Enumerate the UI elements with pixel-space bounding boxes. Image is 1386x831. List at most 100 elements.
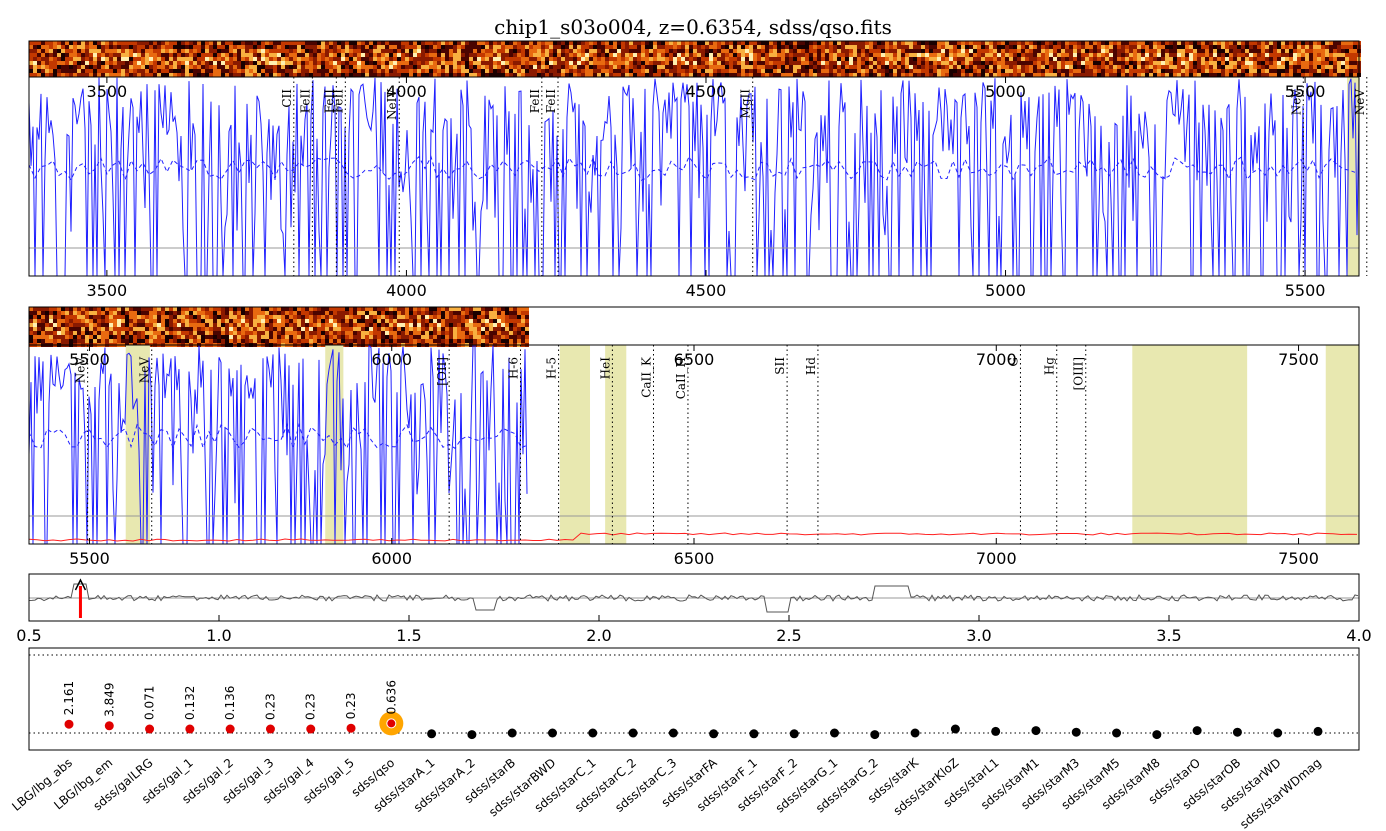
- z-tick-label: 1.0: [206, 626, 231, 645]
- plot-frame-3: [28, 573, 1360, 622]
- mask-band: [1347, 77, 1359, 276]
- template-z-label: 0.23: [263, 693, 277, 720]
- image-frame-1: [28, 40, 1360, 78]
- template-point: [225, 724, 235, 734]
- 2d-spectrum-image-1: [29, 41, 1361, 77]
- template-point: [1313, 726, 1323, 736]
- sky-trace-2: [28, 532, 1358, 542]
- tick-label-top: 4500: [686, 82, 727, 101]
- line-label-3: FeII: [331, 89, 345, 114]
- line-label-1: FeII: [298, 89, 312, 114]
- plot-frame-4: [28, 647, 1360, 751]
- template-point: [145, 724, 155, 734]
- mask-band: [605, 345, 627, 544]
- template-point: [265, 724, 275, 734]
- redshift-marker-arrow: [74, 578, 87, 591]
- line-label-5: FeII: [528, 89, 542, 114]
- template-point: [185, 724, 195, 734]
- template-point: [628, 728, 638, 738]
- template-point: [346, 723, 356, 733]
- flux-line: [28, 77, 1360, 277]
- template-point: [306, 724, 316, 734]
- axis-ticks-2: 5500 5500 6000 6000 6500 6500 7000 7000 7500 7500: [69, 345, 1319, 568]
- line-label-2: [OII]: [435, 357, 449, 386]
- line-label-4: NeIV: [385, 89, 399, 120]
- template-point: [830, 728, 840, 738]
- line-label-0: CII: [280, 89, 294, 108]
- line-label-1: NeV: [138, 357, 152, 384]
- tick-label-bottom: 4000: [386, 281, 427, 300]
- tick-label-bottom: 5000: [985, 281, 1026, 300]
- template-z-label: 0.132: [183, 686, 197, 720]
- tick-label-top: 6500: [674, 350, 715, 369]
- error-line: [28, 422, 528, 450]
- line-markers-2: NeV NeV [OII] H-6 H-5 HeI CaII_K CaII_H SII Hd G Hg…: [74, 345, 1087, 544]
- template-z-label: 2.161: [62, 681, 76, 715]
- line-label-9: NeV: [1353, 89, 1367, 116]
- tick-label-bottom: 6000: [371, 549, 412, 568]
- xcorr-trace: [28, 583, 1359, 613]
- tick-label-top: 7000: [976, 350, 1017, 369]
- template-z-label: 0.136: [223, 686, 237, 720]
- figure-title: chip1_s03o004, z=0.6354, sdss/qso.fits: [494, 15, 892, 39]
- tick-label-top: 7500: [1278, 350, 1319, 369]
- line-label-6: CaII_K: [639, 356, 653, 398]
- line-label-8: SII: [773, 357, 787, 375]
- tick-label-bottom: 3500: [87, 281, 128, 300]
- tick-label-bottom: 6500: [674, 549, 715, 568]
- tick-label-top: 5500: [69, 350, 110, 369]
- line-label-8: NeV: [1289, 89, 1303, 116]
- template-point: [749, 729, 759, 739]
- z-axis-ticks: 0.5 1.0 1.5 2.0 2.5 3.0 3.5 4.0: [16, 615, 1372, 645]
- error-line: [28, 155, 1356, 182]
- line-label-4: H-5: [545, 357, 559, 379]
- z-tick-label: 4.0: [1346, 626, 1371, 645]
- z-tick-label: 2.0: [586, 626, 611, 645]
- template-point: [950, 724, 960, 734]
- template-point: [1071, 727, 1081, 737]
- z-tick-label: 3.5: [1156, 626, 1181, 645]
- tick-label-bottom: 5500: [69, 549, 110, 568]
- template-point: [870, 730, 880, 740]
- axis-ticks-1: 3500 3500 4000 4000 4500 4500 5000 5000 5500 5500: [87, 77, 1325, 300]
- mask-band: [1325, 345, 1359, 544]
- template-panel: 2.161LBG/lbg_abs3.849LBG/lbg_em0.071sdss…: [9, 647, 1360, 831]
- template-point: [104, 721, 114, 731]
- sky-line: [28, 532, 1358, 542]
- mask-band: [559, 345, 591, 544]
- template-points: 2.161LBG/lbg_abs3.849LBG/lbg_em0.071sdss…: [9, 654, 1359, 831]
- line-label-6: FeII: [544, 89, 558, 114]
- template-point: [910, 728, 920, 738]
- template-point: [1031, 726, 1041, 736]
- line-label-7: MgII: [739, 89, 753, 119]
- z-tick-label: 0.5: [16, 626, 41, 645]
- template-z-label: 0.23: [344, 692, 358, 719]
- line-label-5: HeI: [598, 357, 612, 380]
- template-point: [588, 728, 598, 738]
- tick-label-top: 4000: [386, 82, 427, 101]
- error-trace-1: [28, 155, 1359, 249]
- xcorr-line: [28, 583, 1359, 613]
- z-tick-label: 2.5: [776, 626, 801, 645]
- tick-label-top: 3500: [87, 82, 128, 101]
- mask-bands-1: [1347, 77, 1359, 276]
- template-point: [991, 726, 1001, 736]
- line-label-3: H-6: [506, 357, 520, 379]
- template-point: [467, 730, 477, 740]
- template-point: [547, 728, 557, 738]
- flux-trace-1: [28, 77, 1360, 277]
- mask-band: [1132, 345, 1248, 544]
- template-point: [668, 728, 678, 738]
- line-label-0: NeV: [74, 357, 88, 384]
- line-label-11: Hg: [1043, 357, 1057, 375]
- template-point: [1273, 728, 1283, 738]
- flux-line: [28, 343, 528, 545]
- template-point: [1192, 726, 1202, 736]
- plot-frame-1: [28, 76, 1360, 277]
- template-point: [64, 719, 74, 729]
- tick-label-top: 5000: [985, 82, 1026, 101]
- tick-label-bottom: 7000: [976, 549, 1017, 568]
- template-point: [789, 729, 799, 739]
